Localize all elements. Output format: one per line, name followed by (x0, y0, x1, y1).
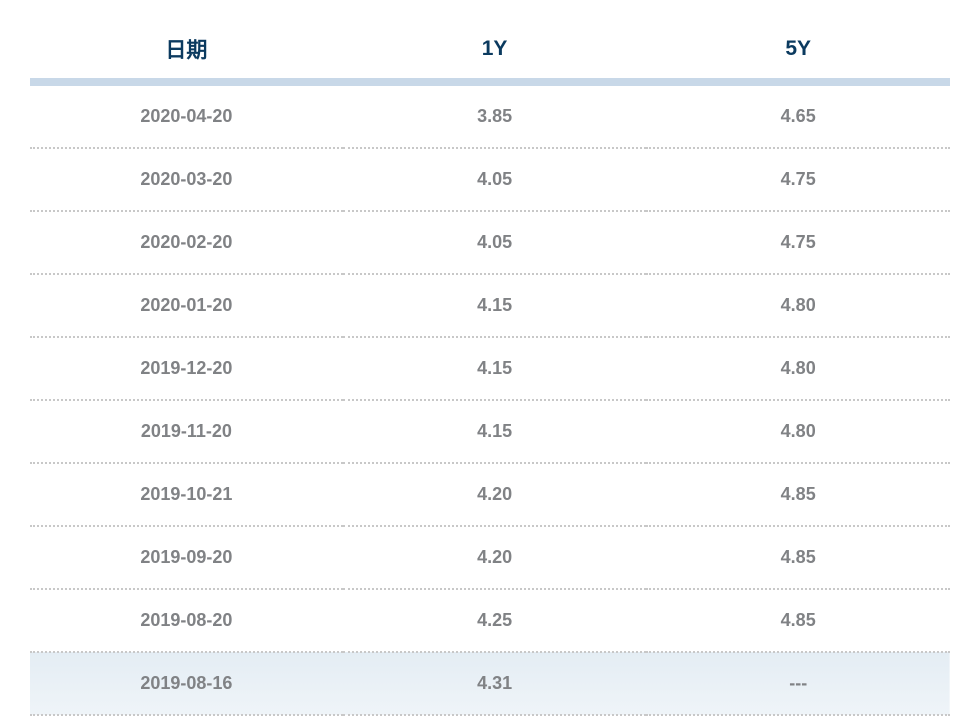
table-body: 2020-04-203.854.652020-03-204.054.752020… (30, 82, 950, 715)
cell-1y: 4.20 (343, 526, 647, 589)
cell-5y: 4.75 (646, 148, 950, 211)
cell-1y: 3.85 (343, 82, 647, 148)
column-header-5y: 5Y (646, 20, 950, 82)
cell-date: 2020-04-20 (30, 82, 343, 148)
column-header-date: 日期 (30, 20, 343, 82)
cell-date: 2019-08-20 (30, 589, 343, 652)
cell-5y: 4.80 (646, 274, 950, 337)
cell-5y: 4.65 (646, 82, 950, 148)
rates-table: 日期 1Y 5Y 2020-04-203.854.652020-03-204.0… (30, 20, 950, 716)
cell-5y: 4.85 (646, 463, 950, 526)
cell-5y: --- (646, 652, 950, 715)
cell-1y: 4.15 (343, 400, 647, 463)
table-row: 2019-11-204.154.80 (30, 400, 950, 463)
cell-1y: 4.05 (343, 211, 647, 274)
table-row: 2019-08-164.31--- (30, 652, 950, 715)
cell-1y: 4.05 (343, 148, 647, 211)
cell-date: 2019-08-16 (30, 652, 343, 715)
cell-date: 2019-11-20 (30, 400, 343, 463)
cell-1y: 4.25 (343, 589, 647, 652)
table-row: 2020-02-204.054.75 (30, 211, 950, 274)
cell-5y: 4.80 (646, 337, 950, 400)
cell-date: 2020-03-20 (30, 148, 343, 211)
table-row: 2019-10-214.204.85 (30, 463, 950, 526)
cell-5y: 4.85 (646, 526, 950, 589)
cell-5y: 4.85 (646, 589, 950, 652)
table-row: 2020-04-203.854.65 (30, 82, 950, 148)
table-row: 2019-09-204.204.85 (30, 526, 950, 589)
table-header-row: 日期 1Y 5Y (30, 20, 950, 82)
column-header-1y: 1Y (343, 20, 647, 82)
cell-date: 2019-09-20 (30, 526, 343, 589)
cell-1y: 4.20 (343, 463, 647, 526)
cell-date: 2020-02-20 (30, 211, 343, 274)
table-row: 2019-12-204.154.80 (30, 337, 950, 400)
cell-date: 2019-10-21 (30, 463, 343, 526)
cell-date: 2020-01-20 (30, 274, 343, 337)
cell-5y: 4.75 (646, 211, 950, 274)
cell-date: 2019-12-20 (30, 337, 343, 400)
table-row: 2019-08-204.254.85 (30, 589, 950, 652)
cell-1y: 4.31 (343, 652, 647, 715)
cell-1y: 4.15 (343, 274, 647, 337)
cell-5y: 4.80 (646, 400, 950, 463)
table-row: 2020-01-204.154.80 (30, 274, 950, 337)
table-row: 2020-03-204.054.75 (30, 148, 950, 211)
cell-1y: 4.15 (343, 337, 647, 400)
